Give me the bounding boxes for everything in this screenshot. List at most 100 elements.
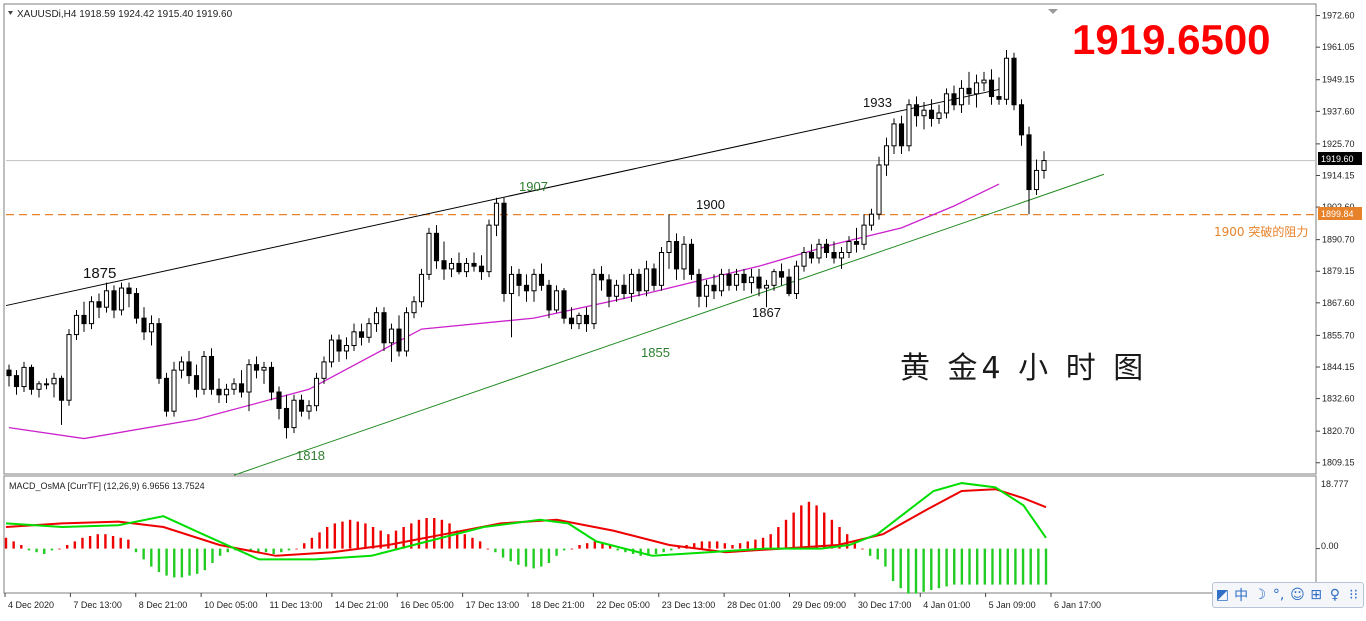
candle-body: [336, 339, 342, 352]
candle-body: [846, 241, 852, 253]
annotation-1875: 1875: [83, 265, 116, 282]
y-tick-label: 1855.70: [1322, 330, 1355, 340]
x-tick-label: 7 Dec 13:00: [73, 600, 122, 610]
candle-body: [688, 243, 695, 275]
candle-body: [838, 251, 845, 259]
candle: [711, 274, 717, 300]
candle-body: [823, 243, 830, 253]
y-tick-label: 1809.15: [1322, 458, 1355, 468]
macd-histogram-bar: [88, 535, 92, 549]
candle: [823, 238, 830, 258]
candle-body: [561, 290, 567, 319]
big-price-label: 1919.6500: [1072, 16, 1271, 63]
ime-punctuation-icon[interactable]: °,: [1272, 587, 1285, 603]
candle-body: [801, 251, 807, 267]
macd-histogram-bar: [165, 548, 168, 576]
moving-average-line: [8, 183, 1000, 440]
annotation-1907: 1907: [519, 179, 548, 194]
ime-logo-icon[interactable]: ◩: [1215, 587, 1229, 603]
ime-skin-icon[interactable]: ♀: [1329, 587, 1340, 603]
macd-histogram-bar: [983, 548, 987, 585]
dropdown-triangle-icon[interactable]: [8, 11, 13, 15]
macd-histogram-bar: [96, 534, 99, 549]
macd-histogram-bar: [257, 548, 260, 553]
candle-body: [133, 293, 140, 319]
x-tick-label: 17 Dec 13:00: [466, 600, 520, 610]
ime-menu-icon[interactable]: ⁝⁝: [1349, 587, 1359, 603]
candle: [621, 274, 627, 300]
candle: [103, 282, 110, 313]
candle-body: [448, 262, 455, 270]
candle: [291, 394, 297, 434]
candle: [906, 99, 912, 152]
candle-body: [306, 405, 312, 412]
current-price-tag: [1318, 152, 1362, 165]
candle-body: [651, 268, 657, 286]
annotation-1867: 1867: [752, 305, 781, 320]
macd-label: MACD_OsMA [CurrTF] (12,26,9) 6.9656 13.7…: [9, 481, 205, 491]
macd-histogram-bar: [65, 544, 69, 549]
candle: [216, 378, 222, 403]
candle-body: [981, 79, 987, 84]
macd-histogram-bar: [738, 543, 742, 549]
candle: [358, 323, 365, 346]
candle-body: [208, 355, 215, 390]
macd-histogram-bar: [81, 537, 84, 549]
macd-histogram-bar: [647, 548, 650, 556]
ime-emoji-icon[interactable]: ☺: [1290, 587, 1305, 603]
channel-upper-line: [5, 88, 1000, 307]
candle: [426, 227, 432, 280]
candle: [486, 219, 492, 278]
x-tick-label: 29 Dec 09:00: [793, 600, 847, 610]
macd-histogram-bar: [861, 548, 864, 550]
candle-body: [718, 273, 725, 292]
candle-body: [13, 375, 20, 388]
macd-histogram-bar: [471, 537, 474, 549]
macd-histogram-bar: [501, 548, 505, 558]
ime-keyboard-icon[interactable]: ⊞: [1310, 587, 1322, 603]
candle-body: [81, 314, 87, 325]
candle: [126, 282, 132, 308]
macd-histogram-bar: [585, 543, 589, 549]
macd-histogram-bar: [142, 548, 145, 560]
ime-toolbar[interactable]: ◩ 中 ☽ °, ☺ ⊞ ♀ ⁝⁝: [1212, 582, 1364, 608]
candle-body: [118, 287, 125, 311]
x-tick-label: 4 Jan 01:00: [923, 600, 970, 610]
candle-body: [343, 345, 350, 352]
candle-body: [253, 364, 260, 371]
candle: [1011, 52, 1017, 111]
candle: [373, 307, 380, 332]
candle-body: [388, 328, 395, 344]
candle: [846, 236, 852, 258]
candle: [313, 372, 320, 412]
candles-layer[interactable]: [6, 50, 1047, 439]
chart-shift-marker-icon[interactable]: [1048, 9, 1058, 14]
macd-histogram-bar: [784, 519, 788, 549]
x-tick-label: 11 Dec 13:00: [270, 600, 323, 610]
candle-body: [358, 331, 365, 338]
macd-histogram-bar: [119, 537, 122, 549]
candle: [246, 359, 252, 412]
candle-body: [1033, 169, 1040, 191]
x-tick-label: 22 Dec 05:00: [596, 600, 650, 610]
candle-body: [313, 377, 320, 407]
candle: [6, 364, 12, 387]
candle-body: [943, 93, 950, 114]
candle-body: [418, 273, 425, 303]
candle-body: [636, 273, 642, 292]
candle-body: [156, 323, 162, 379]
macd-histogram-bar: [578, 544, 581, 549]
candle: [598, 266, 605, 291]
candle-body: [88, 301, 95, 325]
candle-body: [508, 273, 515, 295]
candle: [643, 260, 650, 297]
candle-body: [583, 314, 590, 325]
macd-histogram-bar: [43, 548, 46, 554]
macd-histogram-bar: [111, 535, 115, 549]
ime-chinese-mode-icon[interactable]: 中: [1234, 588, 1249, 604]
macd-histogram-bar: [853, 541, 857, 549]
ime-moon-icon[interactable]: ☽: [1253, 587, 1267, 603]
candle-body: [396, 328, 402, 352]
